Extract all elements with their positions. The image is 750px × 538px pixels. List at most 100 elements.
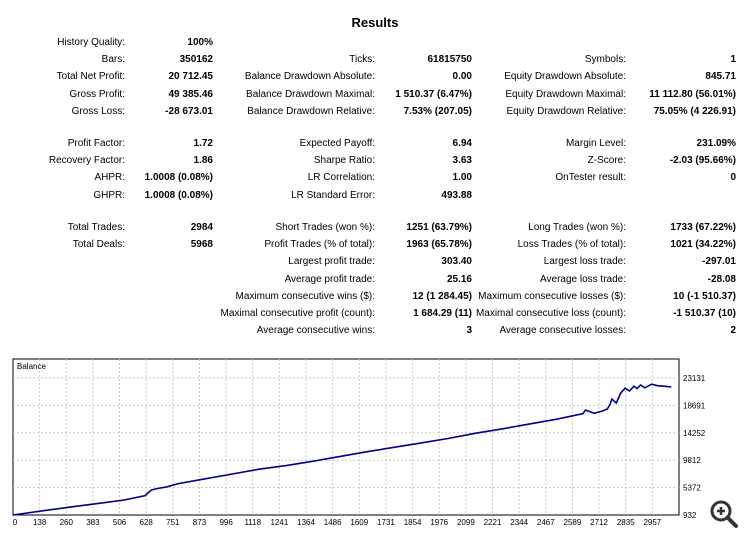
total-net-profit-value: 20 712.45 xyxy=(168,71,214,82)
balance-line xyxy=(12,383,672,516)
average-loss-trade-label: Average loss trade: xyxy=(540,274,626,285)
results-title: Results xyxy=(351,15,399,30)
x-tick-label: 2835 xyxy=(617,518,635,527)
gross-loss-value: -28 673.01 xyxy=(165,106,213,117)
bars-value: 350162 xyxy=(179,54,213,65)
ahpr-value: 1.0008 (0.08%) xyxy=(144,172,213,183)
average-consecutive-wins-label: Average consecutive wins: xyxy=(256,325,375,336)
chart-title: Balance xyxy=(17,362,46,371)
x-tick-label: 506 xyxy=(113,518,127,527)
equity-dd-maximal-value: 11 112.80 (56.01%) xyxy=(649,89,736,100)
ticks-value: 61815750 xyxy=(427,54,473,65)
balance-dd-maximal-label: Balance Drawdown Maximal: xyxy=(246,89,375,100)
gross-loss-label: Gross Loss: xyxy=(71,106,125,117)
y-tick-label: 5372 xyxy=(683,484,701,493)
ontester-result-value: 0 xyxy=(730,172,736,183)
equity-dd-absolute-value: 845.71 xyxy=(705,71,736,82)
balance-dd-relative-label: Balance Drawdown Relative: xyxy=(247,106,375,117)
equity-dd-relative-label: Equity Drawdown Relative: xyxy=(506,106,627,117)
total-net-profit-label: Total Net Profit: xyxy=(56,71,125,82)
balance-dd-maximal-value: 1 510.37 (6.47%) xyxy=(395,89,472,100)
y-tick-label: 23131 xyxy=(683,374,706,383)
loss-trades-value: 1021 (34.22%) xyxy=(670,239,736,250)
largest-profit-trade-value: 303.40 xyxy=(441,256,472,267)
long-trades-value: 1733 (67.22%) xyxy=(670,222,736,233)
history-quality-label: History Quality: xyxy=(57,37,125,48)
zoom-in-icon[interactable] xyxy=(706,496,742,532)
maximal-consecutive-profit-value: 1 684.29 (11) xyxy=(413,308,472,319)
symbols-label: Symbols: xyxy=(584,54,626,65)
average-consecutive-wins-value: 3 xyxy=(466,325,472,336)
short-trades-value: 1251 (63.79%) xyxy=(406,222,472,233)
ticks-label: Ticks: xyxy=(349,54,375,65)
largest-loss-trade-value: -297.01 xyxy=(702,256,736,267)
profit-trades-label: Profit Trades (% of total): xyxy=(264,239,375,250)
symbols-value: 1 xyxy=(730,54,736,65)
z-score-value: -2.03 (95.66%) xyxy=(669,155,736,166)
lr-correlation-value: 1.00 xyxy=(452,172,472,183)
y-tick-label: 9812 xyxy=(683,456,701,465)
sharpe-ratio-label: Sharpe Ratio: xyxy=(313,155,375,166)
total-trades-label: Total Trades: xyxy=(67,222,125,233)
max-consecutive-losses-value: 10 (-1 510.37) xyxy=(673,291,736,302)
equity-dd-absolute-label: Equity Drawdown Absolute: xyxy=(504,71,626,82)
x-tick-label: 2221 xyxy=(484,518,502,527)
margin-level-value: 231.09% xyxy=(696,138,736,149)
equity-dd-relative-value: 75.05% (4 226.91) xyxy=(653,106,736,117)
balance-dd-absolute-value: 0.00 xyxy=(452,71,472,82)
recovery-factor-value: 1.86 xyxy=(193,155,213,166)
chart-frame xyxy=(12,358,680,516)
equity-dd-maximal-label: Equity Drawdown Maximal: xyxy=(505,89,626,100)
y-tick-label: 14252 xyxy=(683,429,706,438)
long-trades-label: Long Trades (won %): xyxy=(528,222,626,233)
x-tick-label: 2344 xyxy=(510,518,528,527)
short-trades-label: Short Trades (won %): xyxy=(275,222,375,233)
total-trades-value: 2984 xyxy=(190,222,213,233)
y-tick-label: 932 xyxy=(683,511,697,520)
average-profit-trade-value: 25.16 xyxy=(446,274,472,285)
x-tick-label: 383 xyxy=(86,518,100,527)
maximal-consecutive-loss-label: Maximal consecutive loss (count): xyxy=(475,308,626,319)
history-quality-value: 100% xyxy=(187,37,213,48)
max-consecutive-wins-value: 12 (1 284.45) xyxy=(412,291,473,302)
x-tick-label: 1976 xyxy=(430,518,448,527)
total-deals-value: 5968 xyxy=(190,239,213,250)
x-tick-label: 2957 xyxy=(643,518,661,527)
x-tick-label: 138 xyxy=(33,518,47,527)
x-tick-label: 2467 xyxy=(537,518,555,527)
margin-level-label: Margin Level: xyxy=(565,138,626,149)
ahpr-label: AHPR: xyxy=(94,172,125,183)
lr-standard-error-value: 493.88 xyxy=(441,190,472,201)
x-tick-label: 628 xyxy=(140,518,154,527)
recovery-factor-label: Recovery Factor: xyxy=(48,155,125,166)
lr-correlation-label: LR Correlation: xyxy=(307,172,375,183)
x-tick-label: 1731 xyxy=(377,518,395,527)
profit-factor-value: 1.72 xyxy=(193,138,213,149)
largest-profit-trade-label: Largest profit trade: xyxy=(288,256,375,267)
x-tick-label: 751 xyxy=(166,518,180,527)
x-tick-label: 873 xyxy=(193,518,207,527)
sharpe-ratio-value: 3.63 xyxy=(452,155,472,166)
maximal-consecutive-profit-label: Maximal consecutive profit (count): xyxy=(220,308,375,319)
ghpr-label: GHPR: xyxy=(93,190,125,201)
largest-loss-trade-label: Largest loss trade: xyxy=(543,256,626,267)
average-profit-trade-label: Average profit trade: xyxy=(284,274,375,285)
x-tick-label: 1486 xyxy=(324,518,342,527)
gross-profit-value: 49 385.46 xyxy=(168,89,214,100)
lr-standard-error-label: LR Standard Error: xyxy=(291,190,375,201)
x-tick-label: 2589 xyxy=(564,518,582,527)
x-tick-label: 1609 xyxy=(350,518,368,527)
max-consecutive-wins-label: Maximum consecutive wins ($): xyxy=(235,291,375,302)
x-tick-label: 2099 xyxy=(457,518,475,527)
x-tick-label: 260 xyxy=(60,518,74,527)
x-tick-label: 996 xyxy=(219,518,233,527)
x-tick-label: 1364 xyxy=(297,518,315,527)
y-tick-label: 18691 xyxy=(683,401,706,410)
profit-trades-value: 1963 (65.78%) xyxy=(406,239,472,250)
ghpr-value: 1.0008 (0.08%) xyxy=(144,190,213,201)
average-loss-trade-value: -28.08 xyxy=(707,274,736,285)
expected-payoff-label: Expected Payoff: xyxy=(299,138,375,149)
balance-dd-absolute-label: Balance Drawdown Absolute: xyxy=(244,71,375,82)
average-consecutive-losses-label: Average consecutive losses: xyxy=(499,325,626,336)
x-tick-label: 1241 xyxy=(271,518,289,527)
